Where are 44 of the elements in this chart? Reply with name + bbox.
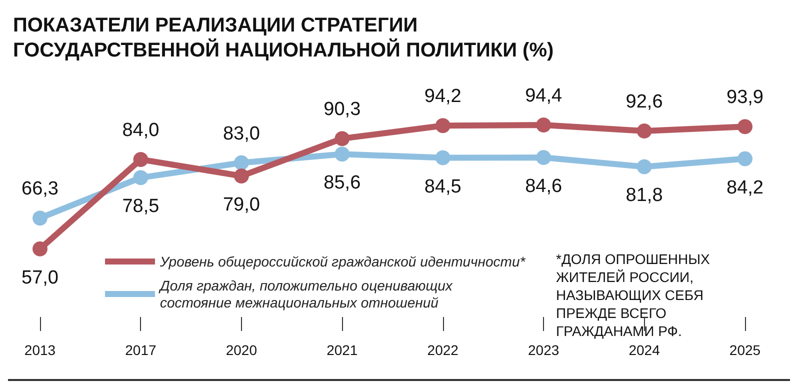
data-label: 57,0 xyxy=(22,267,58,288)
point xyxy=(435,118,450,134)
data-label: 90,3 xyxy=(324,99,361,120)
point xyxy=(738,119,752,134)
x-tick-label: 2025 xyxy=(729,342,761,358)
point xyxy=(636,123,652,138)
data-label: 66,3 xyxy=(22,178,58,200)
point xyxy=(536,150,552,165)
point xyxy=(636,159,652,174)
x-tick-label: 2020 xyxy=(226,342,258,358)
chart-title: ПОКАЗАТЕЛИ РЕАЛИЗАЦИИ СТРАТЕГИИ ГОСУДАРСТВЕННОЙ НАЦИОНАЛЬНОЙ ПОЛИТИКИ (%) xyxy=(13,14,554,62)
data-label: 93,9 xyxy=(726,87,764,108)
legend-label: Доля граждан, положительно оценивающих состояние межнациональных отношений xyxy=(158,278,454,310)
legend-label: Уровень общероссийской гражданской идентичности* xyxy=(159,254,526,270)
data-label: 79,0 xyxy=(222,194,260,216)
point xyxy=(435,150,450,166)
x-tick-label: 2022 xyxy=(427,342,459,358)
point xyxy=(32,210,48,226)
point xyxy=(738,151,752,166)
point xyxy=(133,170,148,186)
x-tick-label: 2013 xyxy=(24,342,56,358)
data-label: 92,6 xyxy=(626,91,663,112)
data-label: 84,5 xyxy=(424,176,462,198)
data-label: 85,6 xyxy=(324,172,361,194)
data-label: 83,0 xyxy=(222,123,260,144)
data-label: 84,2 xyxy=(726,177,764,198)
point xyxy=(334,146,350,162)
data-label: 94,4 xyxy=(525,86,562,106)
data-label: 78,5 xyxy=(122,196,160,218)
x-tick-label: 2023 xyxy=(528,342,560,358)
point xyxy=(133,152,148,167)
x-tick-label: 2017 xyxy=(125,342,156,358)
x-tick-label: 2024 xyxy=(628,342,660,358)
point xyxy=(334,131,350,146)
point xyxy=(536,118,552,132)
text: *ДОЛЯ ОПРОШЕННЫХ ЖИТЕЛЕЙ РОССИИ, НАЗЫВАЮЩИХ СЕБЯ ПРЕЖДЕ ВСЕГО ГРАЖДАНАМИ РФ. xyxy=(556,251,714,339)
point xyxy=(234,168,249,184)
point xyxy=(32,241,48,256)
data-label: 94,2 xyxy=(424,86,462,108)
x-tick-label: 2021 xyxy=(326,342,358,358)
data-label: 84,0 xyxy=(122,120,160,141)
data-label: 81,8 xyxy=(626,185,663,206)
data-label: 84,6 xyxy=(525,176,562,197)
point xyxy=(234,155,249,170)
